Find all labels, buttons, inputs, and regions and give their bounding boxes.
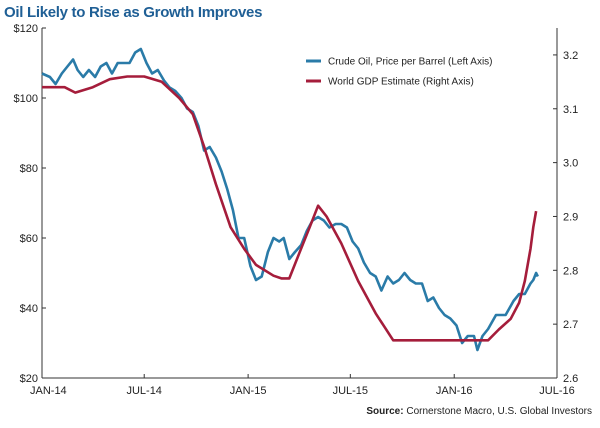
left-tick-label: $40 — [20, 303, 38, 315]
right-tick-label: 2.9 — [563, 211, 578, 223]
chart-title: Oil Likely to Rise as Growth Improves — [4, 4, 263, 21]
world-gdp-series-line — [42, 75, 538, 342]
legend-entry: World GDP Estimate (Right Axis) — [328, 77, 474, 88]
left-tick-label: $20 — [20, 373, 38, 385]
left-tick-label: $60 — [20, 233, 38, 245]
left-tick-label: $80 — [20, 163, 38, 175]
crude-oil-series-line — [41, 47, 539, 352]
x-tick-label: JAN-15 — [230, 385, 267, 397]
right-tick-label: 3.1 — [563, 104, 578, 116]
right-tick-label: 2.8 — [563, 265, 578, 277]
right-tick-label: 2.7 — [563, 319, 578, 331]
right-tick-label: 3.2 — [563, 50, 578, 62]
source-label: Source: — [366, 406, 404, 417]
legend-entry: Crude Oil, Price per Barrel (Left Axis) — [328, 57, 493, 68]
x-tick-label: JAN-16 — [436, 385, 473, 397]
source-note: Source: Cornerstone Macro, U.S. Global I… — [366, 406, 592, 417]
right-tick-label: 2.6 — [563, 373, 578, 385]
x-tick-label: JUL-15 — [333, 385, 368, 397]
x-tick-label: JUL-14 — [126, 385, 161, 397]
x-tick-label: JAN-14 — [30, 385, 67, 397]
right-tick-label: 3.0 — [563, 158, 578, 170]
source-text: Cornerstone Macro, U.S. Global Investors — [406, 406, 592, 417]
x-tick-label: JUL-16 — [539, 385, 574, 397]
left-tick-label: $120 — [14, 23, 38, 35]
left-tick-label: $100 — [14, 93, 38, 105]
